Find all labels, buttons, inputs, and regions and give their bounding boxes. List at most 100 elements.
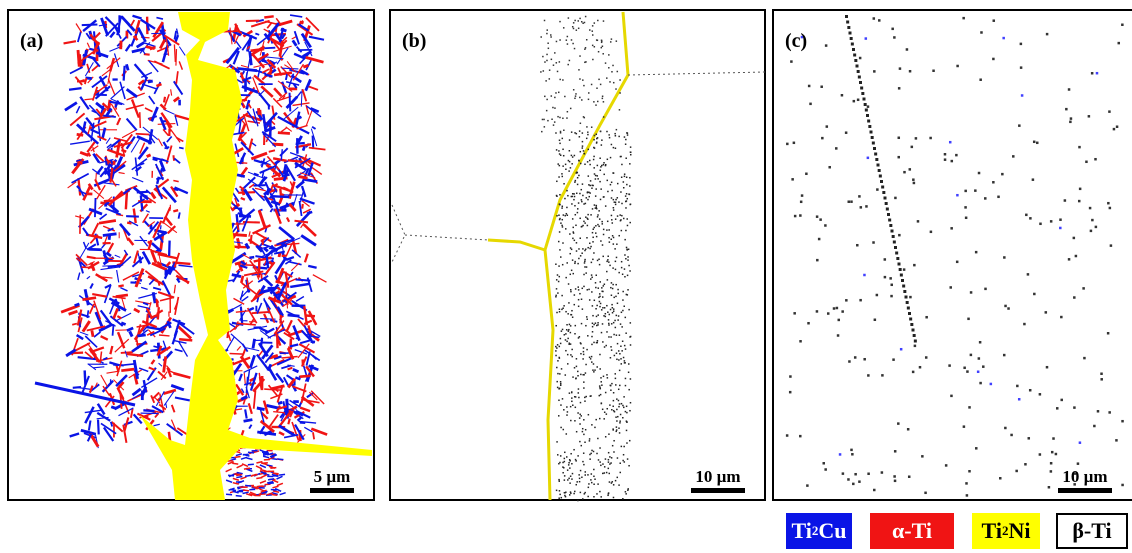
- phase-needle: [84, 77, 88, 85]
- particle: [613, 333, 615, 336]
- particle: [890, 229, 894, 233]
- particle: [1115, 125, 1119, 128]
- particle: [590, 126, 593, 128]
- phase-needle: [103, 285, 112, 304]
- panel-a: (a)5 µm: [7, 9, 375, 501]
- phase-needle: [268, 149, 276, 153]
- phase-needle: [260, 411, 269, 420]
- phase-needle: [82, 241, 87, 250]
- phase-needle: [102, 114, 116, 118]
- phase-needle: [148, 60, 159, 73]
- phase-needle: [125, 117, 138, 131]
- particle: [610, 349, 613, 351]
- particle: [573, 303, 576, 306]
- particle: [992, 57, 995, 61]
- particle: [620, 363, 623, 365]
- phase-needle: [177, 212, 181, 219]
- particle: [577, 262, 579, 265]
- phase-needle: [295, 180, 305, 189]
- phase-needle: [289, 14, 303, 18]
- particle: [584, 260, 586, 263]
- particle: [943, 152, 947, 156]
- particle: [562, 471, 564, 474]
- particle: [582, 79, 584, 81]
- phase-needle: [308, 364, 319, 372]
- particle: [556, 347, 558, 349]
- particle: [1069, 117, 1073, 120]
- particle: [572, 272, 575, 275]
- phase-needle: [114, 254, 121, 258]
- particle: [542, 70, 545, 72]
- phase-needle: [162, 356, 168, 373]
- phase-needle: [132, 35, 139, 41]
- phase-needle: [118, 407, 134, 417]
- phase-needle: [267, 480, 274, 484]
- phase-needle: [166, 225, 177, 235]
- particle: [547, 47, 550, 50]
- phase-needle: [130, 19, 136, 27]
- particle: [582, 116, 585, 118]
- particle: [564, 451, 566, 454]
- phase-needle: [161, 280, 171, 296]
- particle: [558, 139, 561, 142]
- particle: [571, 400, 573, 403]
- particle: [929, 136, 932, 140]
- particle: [564, 494, 566, 497]
- particle: [558, 61, 561, 63]
- phase-needle: [285, 237, 301, 245]
- particle: [591, 187, 593, 189]
- particle: [606, 374, 608, 376]
- phase-needle: [126, 326, 134, 332]
- particle: [573, 193, 575, 195]
- particle: [566, 411, 569, 413]
- phase-needle: [110, 301, 127, 312]
- particle: [567, 313, 569, 315]
- particle: [595, 225, 597, 227]
- particle: [561, 226, 564, 228]
- particle: [568, 323, 571, 326]
- particle: [593, 155, 595, 158]
- phase-needle: [157, 291, 175, 299]
- particle: [909, 295, 912, 299]
- phase-needle: [240, 141, 255, 156]
- particle: [968, 470, 971, 473]
- particle: [554, 107, 556, 109]
- particle: [610, 457, 613, 459]
- phase-needle: [101, 69, 111, 77]
- particle: [583, 84, 585, 87]
- particle: [595, 142, 598, 144]
- particle: [901, 279, 904, 282]
- phase-needle: [303, 319, 313, 326]
- particle: [624, 316, 627, 319]
- particle: [607, 461, 610, 463]
- phase-needle: [149, 224, 153, 230]
- particle: [600, 402, 603, 404]
- particle: [1065, 107, 1068, 111]
- particle: [614, 135, 617, 137]
- phase-needle: [239, 355, 251, 370]
- phase-needle: [244, 474, 252, 477]
- particle: [617, 388, 620, 391]
- particle: [579, 413, 581, 416]
- particle: [627, 289, 629, 291]
- particle: [612, 399, 615, 402]
- phase-needle: [90, 122, 95, 142]
- particle: [616, 197, 619, 199]
- particle: [984, 197, 987, 200]
- phase-needle: [141, 251, 151, 265]
- particle: [622, 498, 624, 500]
- phase-needle: [276, 475, 283, 480]
- phase-needle: [135, 41, 146, 49]
- particle: [568, 342, 571, 344]
- particle: [600, 46, 603, 49]
- particle: [611, 189, 613, 192]
- phase-needle: [161, 158, 169, 163]
- phase-needle: [232, 477, 240, 481]
- particle: [619, 462, 621, 464]
- particle: [545, 109, 548, 112]
- particle: [567, 283, 570, 285]
- particle: [579, 122, 582, 125]
- particle: [584, 396, 586, 399]
- particle: [863, 357, 866, 361]
- phase-needle: [125, 63, 130, 71]
